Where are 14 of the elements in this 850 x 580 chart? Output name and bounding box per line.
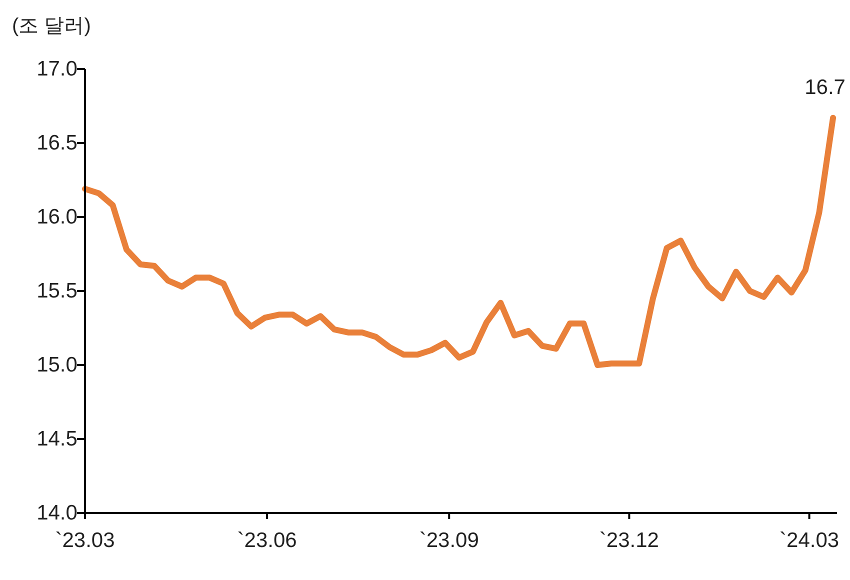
y-tick-label: 16.0 — [36, 206, 78, 228]
x-tick-label: `24.03 — [780, 529, 840, 552]
y-tick-label: 16.5 — [36, 132, 78, 154]
y-axis-title: (조 달러) — [12, 15, 91, 37]
x-tick-label: `23.09 — [419, 529, 479, 552]
y-tick-label: 14.0 — [36, 502, 78, 524]
y-tick-label: 17.0 — [36, 58, 78, 80]
y-tick-label: 14.5 — [36, 428, 78, 450]
y-tick-label: 15.0 — [36, 354, 78, 376]
x-tick-label: `23.03 — [55, 529, 115, 552]
x-tick-label: `23.06 — [237, 529, 297, 552]
x-tick-label: `23.12 — [599, 529, 659, 552]
y-tick-label: 15.5 — [36, 280, 78, 302]
annotation: 16.7 — [804, 76, 846, 99]
